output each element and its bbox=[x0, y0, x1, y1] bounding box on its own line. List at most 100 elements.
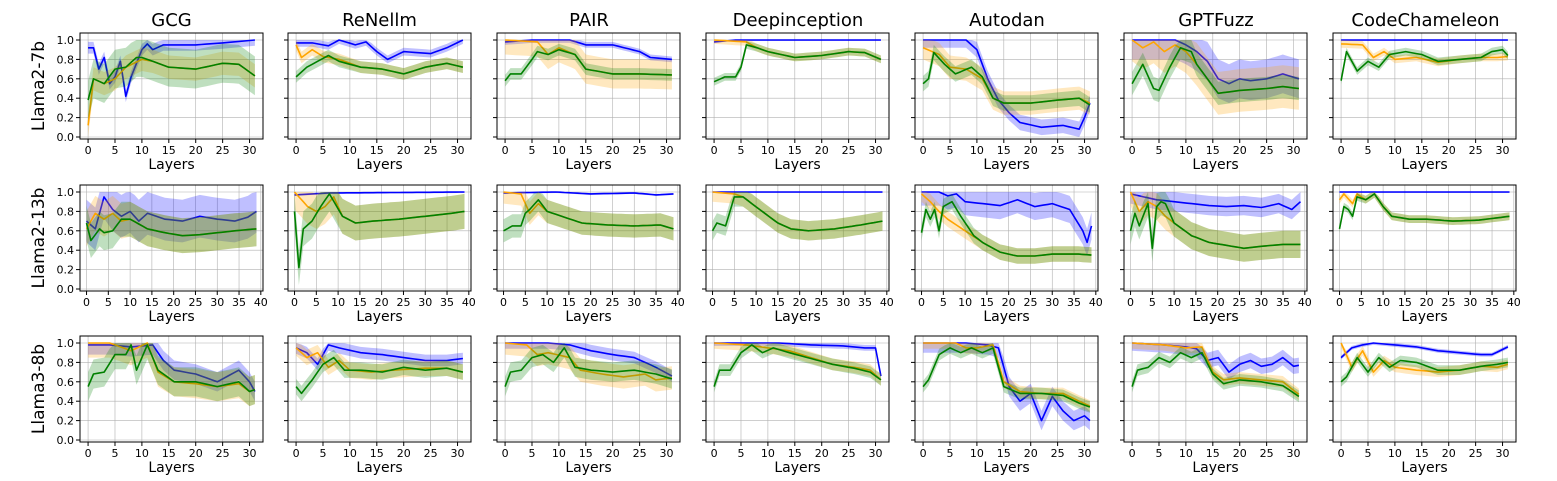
panel-codechameleon-llama3-8b: 0 5 10 15 20 25 30 Layers bbox=[1329, 335, 1517, 476]
x-tick-label: 20 bbox=[397, 447, 411, 460]
panel-gcg-llama2-7b: 0.0 0.2 0.4 0.6 0.8 1.0 0 5 10 15 20 25 30 Layers bbox=[57, 32, 264, 173]
x-tick-label: 0 bbox=[83, 296, 90, 309]
x-tick-label: 30 bbox=[451, 447, 465, 460]
x-tick-label: 25 bbox=[396, 296, 410, 309]
x-tick-label: 15 bbox=[788, 144, 802, 157]
orange-series-line bbox=[505, 342, 673, 381]
x-tick-label: 35 bbox=[232, 296, 246, 309]
x-tick-label: 30 bbox=[1078, 447, 1092, 460]
x-tick-label: 5 bbox=[946, 144, 953, 157]
blue-series-band bbox=[505, 343, 672, 382]
row-label-llama2-13b: Llama2-13b bbox=[29, 188, 49, 289]
x-tick-label: 0 bbox=[85, 447, 92, 460]
blue-series-band bbox=[1132, 343, 1299, 380]
green-series-line bbox=[295, 54, 464, 78]
col-title-renellm: ReNellm bbox=[342, 10, 417, 31]
x-tick-label: 15 bbox=[562, 296, 576, 309]
x-tick-label: 5 bbox=[1155, 447, 1162, 460]
x-tick-label: 5 bbox=[111, 144, 118, 157]
x-tick-label: 20 bbox=[375, 296, 389, 309]
x-tick-label: 30 bbox=[1496, 447, 1510, 460]
x-tick-label: 10 bbox=[761, 447, 775, 460]
x-tick-label: 5 bbox=[319, 447, 326, 460]
green-series-band bbox=[712, 192, 883, 241]
green-series-line bbox=[504, 347, 673, 387]
x-tick-label: 20 bbox=[815, 144, 829, 157]
x-tick-label: 0 bbox=[291, 296, 298, 309]
green-series-band bbox=[1130, 192, 1301, 262]
orange-series-band bbox=[1132, 343, 1299, 401]
x-tick-label: 0 bbox=[709, 296, 716, 309]
x-tick-label: 15 bbox=[997, 144, 1011, 157]
x-tick-label: 10 bbox=[761, 144, 775, 157]
col-title-codechameleon: CodeChameleon bbox=[1351, 10, 1499, 31]
green-series-band bbox=[294, 192, 465, 286]
blue-series-band bbox=[921, 192, 1092, 256]
orange-series-band bbox=[923, 40, 1090, 115]
x-tick-label: 5 bbox=[528, 144, 535, 157]
panel-frame bbox=[79, 335, 264, 443]
panel-frame bbox=[705, 335, 890, 443]
green-series-band bbox=[1132, 346, 1299, 403]
panel-pair-llama2-13b: 0 5 10 15 20 25 30 35 40 Layers bbox=[493, 184, 685, 325]
x-tick-label: 10 bbox=[343, 144, 357, 157]
panel-autodan-llama3-8b: 0 5 10 15 20 25 30 Layers bbox=[911, 335, 1099, 476]
x-tick-label: 5 bbox=[522, 296, 529, 309]
orange-series-band bbox=[714, 40, 881, 64]
x-tick-label: 10 bbox=[552, 447, 566, 460]
x-tick-label: 25 bbox=[1441, 296, 1455, 309]
blue-series-line bbox=[1340, 342, 1509, 359]
y-tick-label: 0.2 bbox=[57, 415, 75, 428]
panel-frame bbox=[1332, 335, 1517, 443]
blue-series-line bbox=[503, 191, 674, 196]
x-axis-label: Layers bbox=[1401, 157, 1447, 173]
y-tick-label: 0.4 bbox=[57, 92, 75, 105]
x-tick-label: 5 bbox=[731, 296, 738, 309]
x-axis-label: Layers bbox=[565, 460, 611, 476]
orange-series-band bbox=[296, 343, 463, 380]
panel-frame bbox=[79, 184, 264, 292]
panel-pair-llama2-7b: 0 5 10 15 20 25 30 Layers bbox=[493, 32, 681, 173]
x-tick-label: 30 bbox=[451, 144, 465, 157]
x-tick-label: 25 bbox=[1260, 447, 1274, 460]
green-series-line bbox=[87, 344, 256, 393]
x-tick-label: 0 bbox=[711, 447, 718, 460]
x-tick-label: 15 bbox=[788, 447, 802, 460]
panel-frame bbox=[496, 335, 681, 443]
x-tick-label: 20 bbox=[606, 447, 620, 460]
x-tick-label: 5 bbox=[111, 447, 118, 460]
x-tick-label: 15 bbox=[771, 296, 785, 309]
x-tick-label: 15 bbox=[579, 447, 593, 460]
green-series-band bbox=[923, 343, 1090, 413]
green-series-band bbox=[88, 40, 255, 120]
green-series-line bbox=[922, 51, 1091, 106]
x-tick-label: 15 bbox=[1415, 447, 1429, 460]
x-tick-label: 25 bbox=[1051, 447, 1065, 460]
panel-renellm-llama3-8b: 0 5 10 15 20 25 30 Layers bbox=[284, 335, 472, 476]
panel-codechameleon-llama2-7b: 0 5 10 15 20 25 30 Layers bbox=[1329, 32, 1517, 173]
x-tick-label: 15 bbox=[579, 144, 593, 157]
panel-renellm-llama2-13b: 0 5 10 15 20 25 30 35 40 Layers bbox=[284, 184, 476, 325]
green-series-line bbox=[1129, 200, 1301, 250]
column-titles: GCG ReNellm PAIR Deepinception Autodan G… bbox=[151, 10, 1499, 31]
x-tick-label: 0 bbox=[1129, 144, 1136, 157]
x-tick-label: 10 bbox=[1388, 447, 1402, 460]
x-tick-label: 10 bbox=[135, 447, 149, 460]
x-tick-label: 10 bbox=[970, 447, 984, 460]
x-tick-label: 15 bbox=[997, 447, 1011, 460]
x-tick-label: 25 bbox=[605, 296, 619, 309]
orange-series-band bbox=[505, 343, 672, 392]
y-tick-label: 0.6 bbox=[57, 376, 75, 389]
green-series-line bbox=[922, 347, 1091, 408]
x-tick-label: 20 bbox=[167, 296, 181, 309]
x-tick-label: 15 bbox=[162, 447, 176, 460]
panel-deepinception-llama2-7b: 0 5 10 15 20 25 30 Layers bbox=[702, 32, 890, 173]
panel-deepinception-llama3-8b: 0 5 10 15 20 25 30 Layers bbox=[702, 335, 890, 476]
panel-frame bbox=[287, 32, 472, 140]
green-series-line bbox=[1131, 46, 1299, 95]
green-series-band bbox=[714, 41, 881, 86]
panel-gptfuzz-llama3-8b: 0 5 10 15 20 25 30 Layers bbox=[1120, 335, 1308, 476]
x-tick-label: 0 bbox=[1338, 144, 1345, 157]
x-tick-label: 20 bbox=[1233, 447, 1247, 460]
x-tick-label: 40 bbox=[1089, 296, 1103, 309]
